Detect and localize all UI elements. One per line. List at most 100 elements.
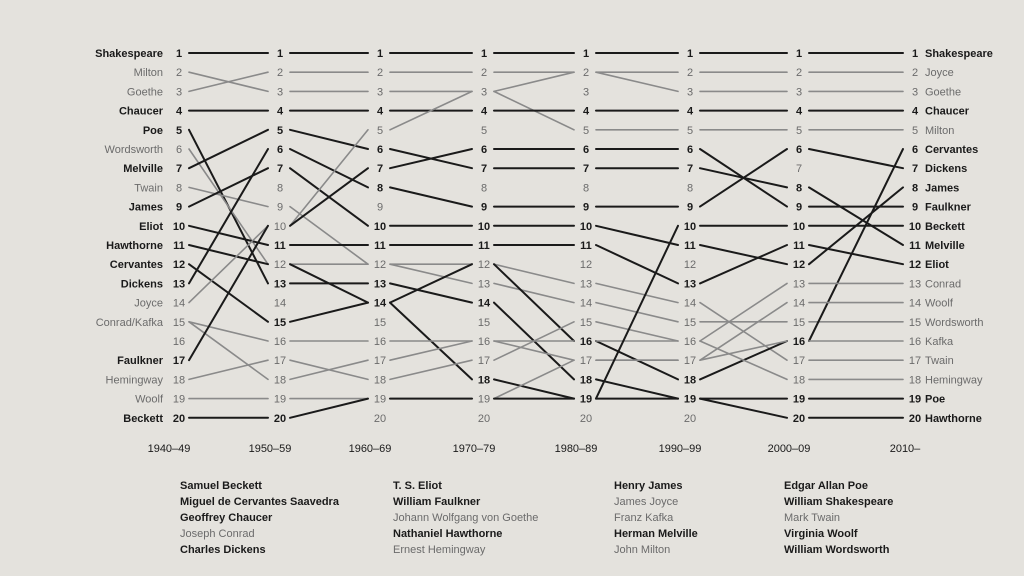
author-label-left: Shakespeare (95, 48, 163, 60)
rank-number: 8 (912, 182, 918, 194)
rank-number: 13 (793, 278, 805, 290)
decade-label: 2010– (890, 443, 921, 455)
decade-label: 1960–69 (349, 443, 392, 455)
author-label-right: Twain (925, 355, 954, 367)
series-segment-hawthorne (699, 397, 788, 419)
rank-number: 4 (912, 106, 919, 118)
legend-item: Johann Wolfgang von Goethe (393, 512, 539, 524)
author-label-right: Beckett (925, 221, 965, 233)
rank-number: 6 (277, 144, 283, 156)
author-label-left: Eliot (139, 221, 163, 233)
author-label-right: Eliot (925, 259, 949, 271)
legend-item: Henry James (614, 480, 683, 492)
author-label-left: Conrad/Kafka (96, 317, 164, 329)
author-label-right: Kafka (925, 336, 954, 348)
rank-number: 9 (796, 202, 802, 214)
rank-number: 2 (796, 67, 802, 79)
rank-number: 13 (173, 278, 185, 290)
legend-item: Miguel de Cervantes Saavedra (180, 496, 339, 508)
rank-number: 18 (580, 374, 592, 386)
decade-label: 2000–09 (768, 443, 811, 455)
rank-number: 11 (793, 240, 805, 252)
rank-number: 2 (481, 67, 487, 79)
author-label-right: Hawthorne (925, 413, 982, 425)
rank-number: 16 (793, 336, 805, 348)
legend-item: Virginia Woolf (784, 528, 858, 540)
rank-number: 3 (176, 86, 182, 98)
legend-column-4: Edgar Allan Poe William Shakespeare Mark… (784, 478, 893, 558)
rank-number: 20 (478, 413, 490, 425)
series-segment-poe (389, 282, 473, 304)
legend-item: Nathaniel Hawthorne (393, 528, 503, 540)
author-label-left: Woolf (135, 394, 164, 406)
series-segment-faulkner (389, 148, 473, 170)
rank-number: 16 (274, 336, 286, 348)
rank-number: 13 (274, 278, 286, 290)
rank-number: 16 (909, 336, 921, 348)
series-segment-kafka (389, 340, 473, 362)
series-segment-faulkner (188, 224, 269, 362)
rank-number: 4 (583, 106, 590, 118)
rank-number: 19 (173, 394, 185, 406)
legend-item: Geoffrey Chaucer (180, 512, 273, 524)
rank-number: 11 (478, 240, 490, 252)
rank-number: 14 (173, 298, 185, 310)
rank-number: 16 (684, 336, 696, 348)
rank-number: 5 (583, 125, 589, 137)
author-label-right: Melville (925, 240, 965, 252)
rank-number: 1 (583, 48, 589, 60)
series-segment-hemingway (389, 359, 473, 381)
rank-number: 15 (793, 317, 805, 329)
author-label-right: Cervantes (925, 144, 978, 156)
author-label-right: James (925, 182, 959, 194)
rank-number: 12 (580, 259, 592, 271)
rank-number: 2 (176, 67, 182, 79)
series-segment-conrad (699, 282, 788, 342)
author-label-right: Conrad (925, 278, 961, 290)
rank-number: 5 (912, 125, 918, 137)
rank-number: 4 (481, 106, 488, 118)
rank-number: 17 (478, 355, 490, 367)
rank-number: 6 (796, 144, 802, 156)
rank-number: 15 (478, 317, 490, 329)
legend-item: Samuel Beckett (180, 480, 262, 492)
series-segment-faulkner (289, 167, 369, 227)
series-segment-hemingway (493, 320, 575, 362)
legend-item: William Wordsworth (784, 544, 890, 556)
series-segment-dickens (808, 148, 904, 170)
rank-number: 9 (687, 202, 693, 214)
rank-number: 3 (912, 86, 918, 98)
author-label-left: Faulkner (117, 355, 164, 367)
rank-number: 4 (277, 106, 284, 118)
rank-number: 2 (583, 67, 589, 79)
rank-number: 13 (374, 278, 386, 290)
author-label-left: Beckett (123, 413, 163, 425)
rank-number: 1 (796, 48, 802, 60)
rank-number: 5 (687, 125, 693, 137)
legend-item: Joseph Conrad (180, 528, 255, 540)
rank-number: 6 (176, 144, 182, 156)
series-segment-cervantes (389, 263, 473, 304)
rank-number: 4 (176, 106, 183, 118)
author-label-left: Cervantes (110, 259, 163, 271)
rank-number: 3 (687, 86, 693, 98)
rank-number: 20 (274, 413, 286, 425)
rank-number: 17 (909, 355, 921, 367)
rank-number: 8 (176, 182, 182, 194)
rank-number: 4 (377, 106, 384, 118)
author-label-left: Twain (134, 182, 163, 194)
author-label-left: James (129, 202, 163, 214)
series-segment-melville (188, 128, 269, 170)
rank-number: 5 (176, 125, 182, 137)
rank-number: 19 (478, 394, 490, 406)
rank-number: 10 (478, 221, 490, 233)
rank-number: 5 (796, 125, 802, 137)
rank-number: 18 (909, 374, 921, 386)
series-segment-james (699, 244, 788, 266)
rank-number: 14 (374, 298, 387, 310)
rank-number: 17 (793, 355, 805, 367)
rank-number: 18 (478, 374, 490, 386)
series-segment-hawthorne (493, 378, 575, 400)
series-segment-eliot (808, 244, 904, 266)
rank-number: 4 (796, 106, 803, 118)
